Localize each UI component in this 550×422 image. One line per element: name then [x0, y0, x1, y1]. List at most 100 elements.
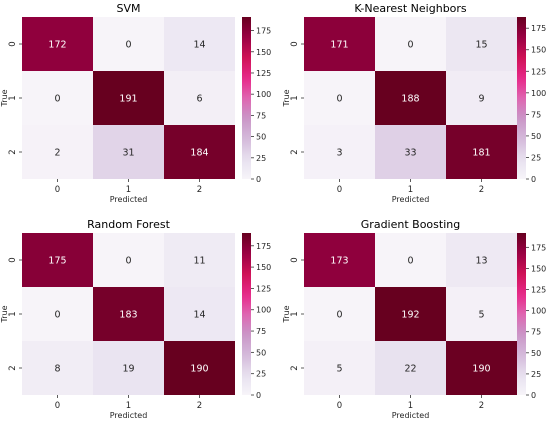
y-tick-label: 1 [8, 311, 18, 316]
cell-value-label: 183 [119, 310, 137, 321]
x-axis-label: Predicted [110, 195, 148, 204]
x-tick-label: 1 [408, 401, 413, 411]
colorbar-tick-label: 75 [256, 327, 266, 336]
heatmap-cell [304, 17, 375, 71]
chart-title: Gradient Boosting [361, 218, 460, 231]
cell-value-label: 5 [336, 364, 342, 375]
cell-value-label: 13 [475, 256, 487, 267]
heatmap-cell [164, 125, 235, 179]
heatmap-cell [22, 17, 93, 71]
colorbar-tick-label: 0 [256, 175, 261, 184]
cell-value-label: 5 [478, 310, 484, 321]
heatmap-cell [93, 17, 164, 71]
cell-value-label: 0 [125, 256, 131, 267]
x-tick-label: 0 [55, 401, 60, 411]
cell-value-label: 0 [336, 310, 342, 321]
cell-value-label: 15 [475, 40, 487, 51]
y-axis-label: True [282, 89, 291, 107]
colorbar-tick-label: 175 [531, 24, 546, 33]
confusion-matrix-panel: 173 0 13 0 192 5 5 22 190 Gradient Boosting 0 1 2 Pre… [282, 218, 546, 420]
cell-value-label: 2 [54, 148, 60, 159]
heatmap-cell [22, 125, 93, 179]
x-tick-label: 1 [126, 185, 131, 195]
colorbar-tick-label: 125 [531, 286, 546, 295]
y-tick-label: 0 [8, 41, 18, 46]
chart-title: K-Nearest Neighbors [354, 2, 467, 15]
cell-value-label: 172 [48, 40, 66, 51]
cell-value-label: 11 [193, 256, 205, 267]
colorbar-tick-label: 100 [256, 306, 271, 315]
heatmap-cell [22, 341, 93, 395]
cell-value-label: 190 [190, 364, 208, 375]
y-tick-label: 0 [290, 41, 300, 46]
cell-value-label: 0 [54, 94, 60, 105]
colorbar-tick-label: 50 [256, 133, 266, 142]
x-tick-label: 2 [197, 401, 202, 411]
cell-value-label: 8 [54, 364, 60, 375]
colorbar-tick-label: 175 [256, 27, 271, 36]
colorbar-tick-label: 100 [256, 90, 271, 99]
colorbar [517, 17, 526, 179]
colorbar [242, 233, 251, 395]
cell-value-label: 0 [407, 40, 413, 51]
y-tick-label: 2 [8, 365, 18, 370]
heatmap-cell [93, 341, 164, 395]
colorbar-tick-label: 0 [256, 391, 261, 400]
colorbar-tick-label: 150 [531, 264, 546, 273]
cell-value-label: 14 [193, 40, 205, 51]
heatmap-cell [304, 233, 375, 287]
heatmap-cell [22, 71, 93, 125]
heatmap-cell [304, 71, 375, 125]
colorbar-tick-label: 75 [256, 111, 266, 120]
colorbar-tick-label: 25 [531, 370, 541, 379]
heatmap-cell [93, 71, 164, 125]
cell-value-label: 188 [401, 94, 419, 105]
heatmap-cell [304, 341, 375, 395]
heatmap-cell [164, 287, 235, 341]
heatmap-cell [93, 233, 164, 287]
heatmap-cell [164, 341, 235, 395]
x-tick-label: 2 [479, 401, 484, 411]
cell-value-label: 3 [336, 148, 342, 159]
x-tick-label: 2 [479, 185, 484, 195]
y-axis-label: True [282, 305, 291, 323]
cell-value-label: 191 [119, 94, 137, 105]
y-tick-label: 0 [8, 257, 18, 262]
colorbar-tick-label: 25 [531, 153, 541, 162]
heatmap-cell [304, 125, 375, 179]
colorbar-tick-label: 125 [256, 69, 271, 78]
heatmap-cell [446, 125, 517, 179]
heatmap-cell [375, 341, 446, 395]
y-tick-label: 1 [290, 311, 300, 316]
cell-value-label: 22 [404, 364, 416, 375]
heatmap-cell [22, 233, 93, 287]
colorbar-tick-label: 75 [531, 110, 541, 119]
y-tick-label: 1 [290, 95, 300, 100]
cell-value-label: 184 [190, 148, 208, 159]
heatmap-cell [375, 287, 446, 341]
colorbar-tick-label: 100 [531, 89, 546, 98]
x-tick-label: 1 [126, 401, 131, 411]
heatmap-cell [375, 17, 446, 71]
colorbar-tick-label: 75 [531, 328, 541, 337]
heatmap-cell [164, 17, 235, 71]
heatmap-cell [93, 125, 164, 179]
heatmap-cell [446, 341, 517, 395]
cell-value-label: 0 [125, 40, 131, 51]
heatmap-cell [164, 71, 235, 125]
cell-value-label: 173 [330, 256, 348, 267]
heatmap-cell [93, 287, 164, 341]
colorbar-tick-label: 150 [256, 263, 271, 272]
cell-value-label: 181 [472, 148, 490, 159]
cell-value-label: 6 [196, 94, 202, 105]
colorbar-tick-label: 0 [531, 391, 536, 400]
y-tick-label: 0 [290, 257, 300, 262]
cell-value-label: 33 [404, 148, 416, 159]
x-axis-label: Predicted [392, 195, 430, 204]
colorbar-tick-label: 25 [256, 370, 266, 379]
y-tick-label: 2 [8, 149, 18, 154]
x-tick-label: 0 [337, 401, 342, 411]
heatmap-cell [22, 287, 93, 341]
